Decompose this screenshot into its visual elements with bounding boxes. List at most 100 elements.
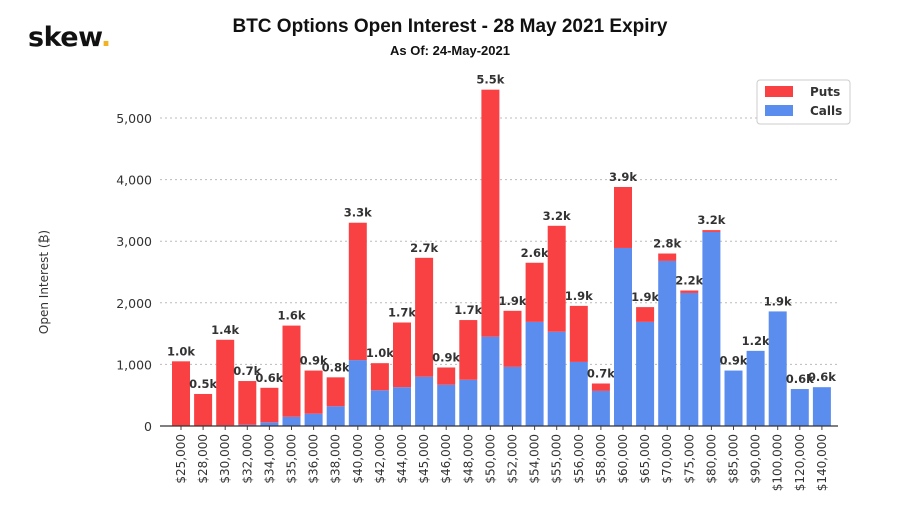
x-tick-label: $54,000 [528,434,542,484]
x-tick-label: $38,000 [329,434,343,484]
data-label: 3.2k [543,209,571,223]
x-tick-label: $85,000 [727,434,741,484]
data-label: 0.9k [432,350,460,364]
x-tick-label: $90,000 [749,434,763,484]
calls-bar [393,387,411,426]
x-tick-label: $65,000 [638,434,652,484]
x-tick-label: $120,000 [793,434,807,491]
puts-bar [437,367,456,385]
puts-bar [547,225,566,332]
calls-bar [702,231,721,426]
calls-bar [415,376,434,426]
data-label: 1.7k [454,303,482,317]
puts-bar [194,393,213,426]
data-label: 1.9k [631,290,659,304]
data-label: 0.6k [255,371,283,385]
puts-bar [614,186,632,248]
puts-bar [348,222,367,361]
calls-bar [525,321,544,426]
puts-bar [393,322,411,388]
puts-bar [238,381,257,425]
data-label: 1.9k [565,289,593,303]
x-tick-label: $28,000 [196,434,210,484]
data-label: 3.2k [697,213,725,227]
x-tick-label: $35,000 [285,434,299,484]
puts-bar [503,310,522,367]
puts-bar [569,305,588,362]
data-label: 1.6k [277,309,305,323]
calls-bar [812,387,831,426]
calls-bar [304,413,323,426]
puts-bar [304,370,323,414]
y-tick-label: 2,000 [116,296,152,311]
calls-bar [636,321,655,426]
y-tick-label: 1,000 [116,357,152,372]
skew-logo: skew. [28,22,111,53]
data-label: 2.7k [410,241,438,255]
legend-calls-label: Calls [810,104,842,118]
x-tick-label: $25,000 [174,434,188,484]
data-label: 1.0k [167,344,195,358]
puts-bar [172,361,190,426]
calls-bar [238,424,257,426]
logo-text: skew [28,22,101,53]
puts-bar [260,387,279,423]
x-tick-label: $34,000 [262,434,276,484]
chart-title: BTC Options Open Interest - 28 May 2021 … [232,16,668,37]
puts-bar [326,377,345,407]
data-label: 0.8k [322,360,350,374]
data-label: 2.8k [653,237,681,251]
x-tick-label: $44,000 [395,434,409,484]
puts-bar [282,325,301,417]
x-tick-label: $52,000 [506,434,520,484]
calls-bar [790,389,809,426]
data-label: 3.9k [609,170,637,184]
calls-bar [724,370,743,426]
calls-bar [282,416,301,426]
x-tick-label: $140,000 [815,434,829,491]
x-tick-label: $45,000 [417,434,431,484]
x-tick-label: $55,000 [550,434,564,484]
calls-bar [614,247,632,426]
x-tick-label: $70,000 [660,434,674,484]
data-label: 2.6k [521,246,549,260]
data-label: 5.5k [476,73,504,87]
puts-bar [216,339,235,426]
data-label: 0.6k [808,370,836,384]
logo-dot: . [100,22,111,53]
puts-bar [680,290,699,293]
y-tick-label: 5,000 [116,111,152,126]
x-tick-label: $100,000 [771,434,785,491]
x-tick-label: $50,000 [483,434,497,484]
x-tick-label: $36,000 [307,434,321,484]
data-label: 1.9k [498,294,526,308]
calls-bar [348,360,367,426]
calls-bar [503,366,522,426]
data-label: 2.2k [675,273,703,287]
y-axis-label: Open Interest (₿) [37,230,51,334]
x-tick-label: $48,000 [461,434,475,484]
calls-bar [481,336,500,426]
x-tick-label: $56,000 [572,434,586,484]
chart-subtitle: As Of: 24-May-2021 [390,43,510,58]
x-tick-label: $30,000 [218,434,232,484]
x-tick-label: $40,000 [351,434,365,484]
calls-bar [547,331,566,426]
calls-bar [768,311,787,426]
y-tick-label: 4,000 [116,173,152,188]
data-label: 1.9k [764,294,792,308]
x-tick-label: $58,000 [594,434,608,484]
x-tick-label: $46,000 [439,434,453,484]
calls-bar [260,422,279,426]
puts-bar [525,262,544,322]
puts-bar [415,257,434,377]
legend-calls-swatch [765,105,793,116]
puts-bar [636,307,655,322]
puts-bar [591,383,610,391]
legend-puts-label: Puts [810,85,840,99]
puts-bar [459,320,478,380]
data-label: 1.7k [388,306,416,320]
y-tick-label: 0 [144,419,152,434]
x-tick-label: $32,000 [240,434,254,484]
